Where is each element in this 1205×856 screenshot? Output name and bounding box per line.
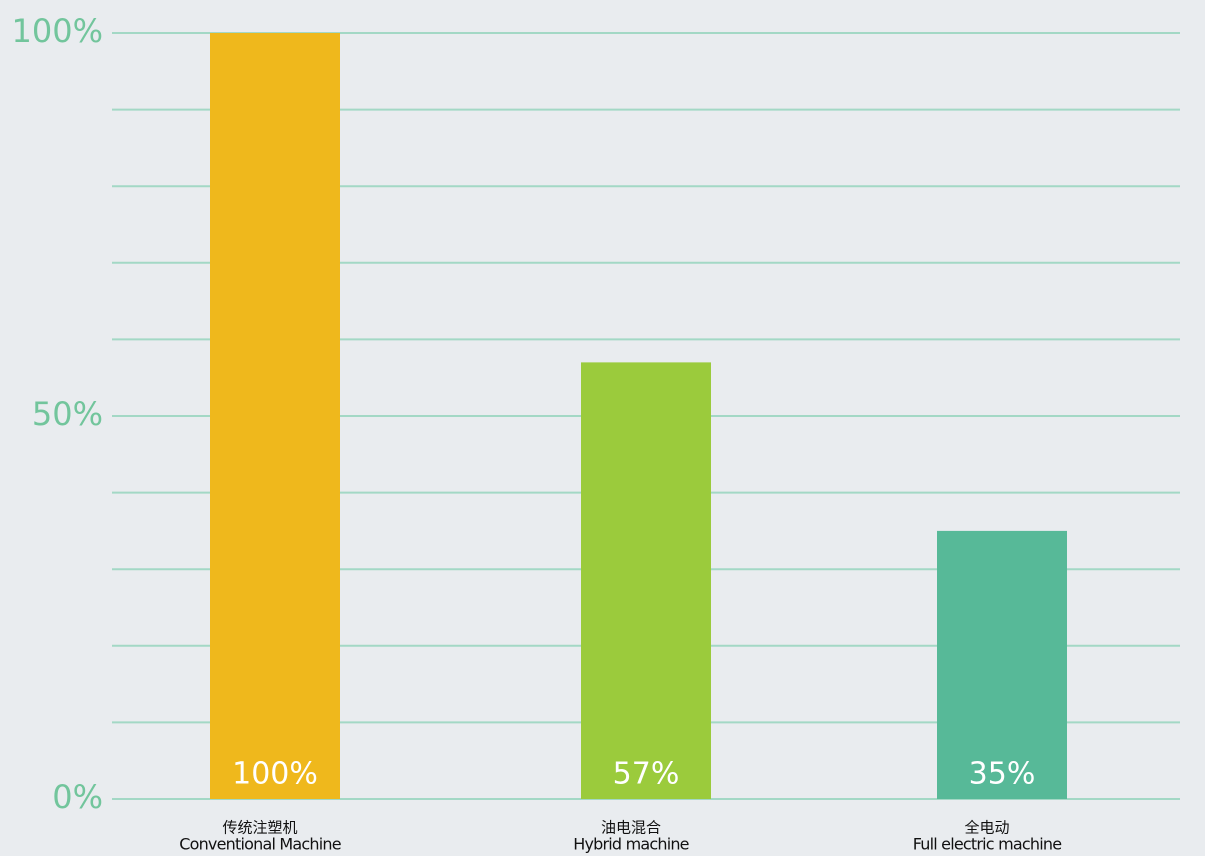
bar — [210, 33, 340, 799]
y-tick-label: 50% — [32, 395, 103, 433]
x-tick-label: Conventional Machine — [179, 835, 341, 854]
x-tick-label: 油电混合 — [601, 819, 661, 837]
x-tick-label: Hybrid machine — [573, 835, 688, 854]
x-tick-label: Full electric machine — [913, 835, 1062, 854]
bar — [581, 362, 711, 799]
bar — [937, 530, 1067, 799]
y-tick-label: 0% — [52, 778, 103, 816]
value-label: 57% — [613, 757, 680, 792]
y-tick-label: 100% — [12, 12, 103, 50]
x-tick-label: 全电动 — [964, 819, 1009, 837]
x-tick-label: 传统注塑机 — [222, 819, 297, 837]
value-label: 100% — [232, 757, 318, 792]
value-label: 35% — [969, 757, 1036, 792]
